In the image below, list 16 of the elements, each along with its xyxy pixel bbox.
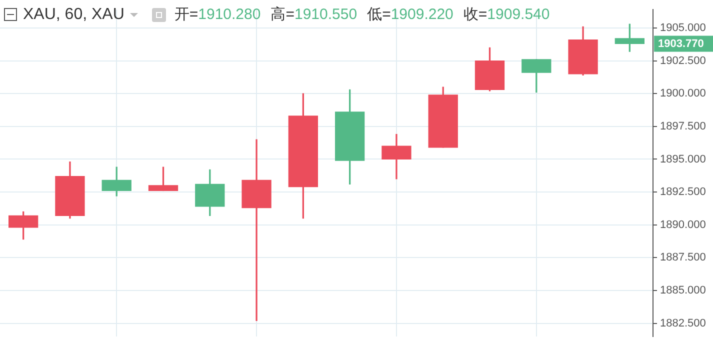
text: 1903.770: [658, 38, 704, 50]
y-tick-label: 1895.000: [660, 153, 706, 166]
y-tick-label: 1902.500: [660, 54, 706, 67]
annotation: 低=1909.220: [367, 5, 454, 24]
annotation: 收=1909.540: [463, 5, 550, 24]
y-tick-label: 1887.500: [660, 252, 706, 264]
annotation: 开=1910.280: [174, 5, 261, 24]
y-tick-label: 1897.500: [660, 120, 706, 132]
y-tick-label: 1882.500: [660, 317, 706, 330]
y-tick-label: 1892.500: [660, 186, 706, 198]
y-tick-label: 1890.000: [660, 218, 706, 231]
annotation: XAU, 60, XAU: [23, 6, 124, 24]
y-tick-label: 1885.000: [660, 284, 706, 296]
annotation: 高=1910.550: [270, 5, 358, 24]
y-tick-label: 1900.000: [660, 88, 706, 100]
y-tick-label: 1905.000: [660, 22, 706, 34]
